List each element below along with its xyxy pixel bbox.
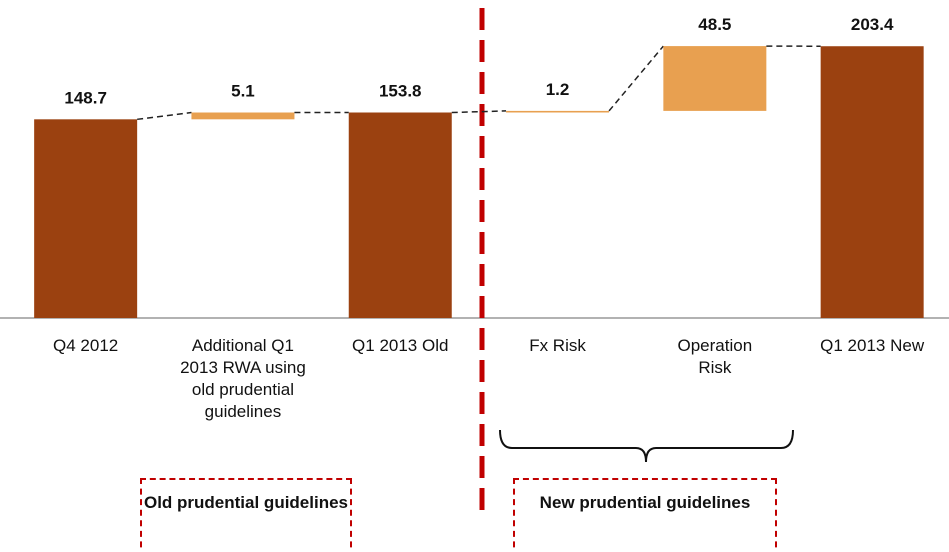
- annotation-box: Old prudential guidelines: [140, 478, 352, 552]
- connector: [137, 111, 192, 121]
- annotation: Old prudential guidelines: [143, 493, 349, 512]
- bar: [34, 119, 138, 318]
- connector: [451, 110, 507, 114]
- x-tick-label: Operation Risk: [677, 336, 753, 377]
- x-tick-label: Fx Risk: [529, 336, 586, 355]
- value-label: 48.5: [698, 15, 731, 34]
- bar: [663, 46, 767, 111]
- x-tick-label: Additional Q1 2013 RWA using old prudent…: [180, 336, 306, 421]
- bar: [191, 112, 295, 120]
- value-label: 153.8: [379, 82, 422, 101]
- value-label: 5.1: [231, 82, 255, 101]
- bar: [348, 112, 452, 318]
- connector: [608, 45, 664, 112]
- bar: [820, 46, 924, 318]
- value-label: 1.2: [546, 80, 570, 99]
- annotation: New prudential guidelines: [539, 493, 751, 512]
- value-label: 148.7: [64, 88, 107, 107]
- x-tick-label: Q4 2012: [53, 336, 119, 355]
- annotation-box: New prudential guidelines: [513, 478, 777, 552]
- bar: [506, 110, 610, 113]
- x-tick-label: Q1 2013 Old: [352, 336, 449, 355]
- brace: [499, 429, 794, 463]
- value-label: 203.4: [851, 15, 894, 34]
- x-tick-label: Q1 2013 New: [820, 336, 925, 355]
